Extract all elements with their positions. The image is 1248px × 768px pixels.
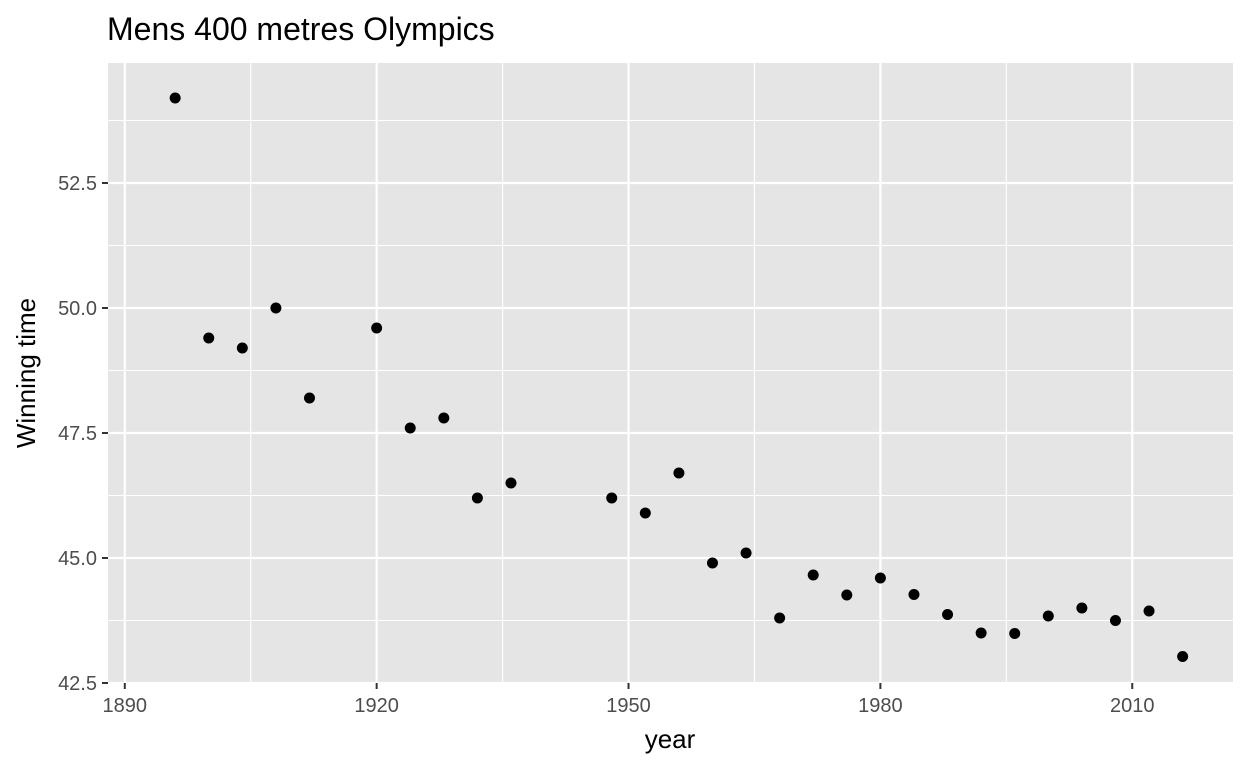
data-point: 1932: 46.2 (471, 492, 483, 504)
data-point: 1948: 46.2 (606, 492, 618, 504)
data-point: 1960: 44.9 (706, 557, 718, 569)
data-points: 1896: 54.2 1900: 49.4 1904: 49.2 1908: 50 19… (169, 92, 1189, 662)
data-point: 1920: 49.6 (371, 322, 383, 334)
data-point: 1900: 49.4 (203, 332, 215, 344)
data-point: 1992: 43.5 (975, 627, 987, 639)
x-tick-label: 1950 (606, 695, 651, 717)
data-point: 2000: 43.84 (1042, 610, 1054, 622)
x-tick-label: 2010 (1110, 695, 1155, 717)
y-tick-label: 47.5 (58, 423, 97, 445)
y-tick-label: 52.5 (58, 173, 97, 195)
x-axis: 1890 1920 1950 1980 2010 (103, 683, 1155, 717)
data-point: 2004: 44 (1076, 602, 1088, 614)
x-tick-label: 1980 (858, 695, 903, 717)
x-axis-title: year (645, 724, 696, 754)
data-point: 2008: 43.75 (1109, 615, 1121, 626)
data-point: 1936: 46.5 (505, 477, 517, 489)
y-tick-label: 45.0 (58, 548, 97, 570)
data-point: 1988: 43.87 (942, 609, 954, 620)
data-point: 2012: 43.94 (1143, 605, 1155, 617)
data-point: 1972: 44.66 (807, 569, 819, 581)
data-point: 1976: 44.26 (841, 589, 853, 601)
data-point: 1904: 49.2 (236, 342, 248, 354)
y-axis-title: Winning time (11, 298, 41, 448)
data-point: 1964: 45.1 (740, 547, 752, 559)
data-point: 1924: 47.6 (404, 422, 416, 434)
data-point: 1912: 48.2 (303, 392, 315, 404)
y-tick-label: 50.0 (58, 298, 97, 320)
data-point: 1996: 43.49 (1009, 628, 1021, 639)
data-point: 1908: 50 (270, 302, 282, 314)
data-point: 2016: 43.03 (1177, 651, 1189, 662)
x-tick-label: 1920 (354, 695, 399, 717)
chart-title: Mens 400 metres Olympics (107, 11, 495, 47)
data-point: 1928: 47.8 (438, 412, 450, 424)
data-point: 1984: 44.27 (908, 589, 920, 600)
minor-gridlines (108, 63, 1233, 683)
data-point: 1956: 46.7 (673, 467, 685, 479)
x-tick-label: 1890 (103, 695, 148, 717)
data-point: 1968: 43.8 (774, 612, 786, 624)
y-tick-label: 42.5 (58, 673, 97, 695)
data-point: 1896: 54.2 (169, 92, 181, 104)
plot-panel (108, 63, 1233, 683)
y-axis: 42.5 45.0 47.5 50.0 52.5 (58, 173, 108, 695)
data-point: 1952: 45.9 (639, 507, 651, 519)
data-point: 1980: 44.6 (874, 572, 886, 584)
